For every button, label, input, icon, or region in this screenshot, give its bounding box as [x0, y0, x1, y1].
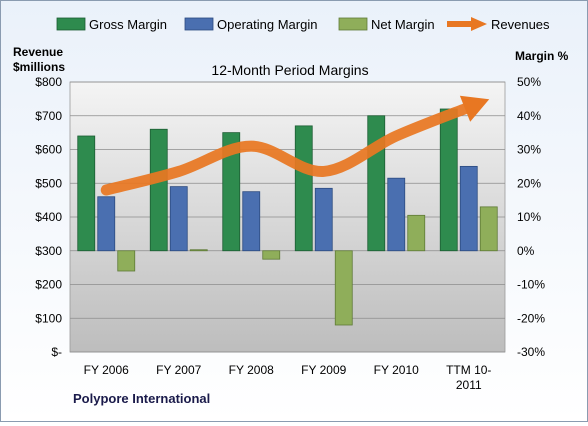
category-label-line: FY 2010	[374, 363, 419, 377]
category-label-fy-2007: FY 2007	[156, 363, 201, 377]
category-label-fy-2008: FY 2008	[229, 363, 274, 377]
right-tick-label: 20%	[517, 176, 541, 190]
right-axis-ticks: -30% -20% -10% 0% 10% 20% 30% 40% 50%	[517, 75, 545, 359]
bar-net-margin-fy-2007	[190, 250, 207, 251]
legend-item-revenues: Revenues	[447, 17, 550, 32]
bar-operating-margin-fy-2010	[388, 178, 405, 251]
right-tick-label: 50%	[517, 75, 541, 89]
bar-operating-margin-fy-2007	[170, 187, 187, 251]
bar-gross-margin-fy-2010	[368, 116, 385, 251]
bar-operating-margin-fy-2006	[98, 197, 115, 251]
bar-net-margin-ttm-10-2011	[480, 207, 497, 251]
right-tick-label: 10%	[517, 210, 541, 224]
left-tick-label: $800	[35, 75, 62, 89]
legend-swatch-operating-margin	[185, 18, 213, 30]
right-tick-label: -30%	[517, 345, 545, 359]
left-tick-label: $600	[35, 143, 62, 157]
bar-gross-margin-fy-2006	[78, 136, 95, 251]
chart-title: 12-Month Period Margins	[211, 62, 368, 78]
left-tick-label: $-	[51, 345, 62, 359]
left-tick-label: $300	[35, 244, 62, 258]
company-name: Polypore International	[73, 391, 210, 406]
legend-arrowhead-revenues	[471, 17, 487, 31]
category-label-line: TTM 10-	[446, 363, 491, 377]
category-label-fy-2009: FY 2009	[301, 363, 346, 377]
left-axis-title-line2: $millions	[13, 60, 65, 74]
bar-gross-margin-ttm-10-2011	[440, 109, 457, 251]
category-axis-ticks: FY 2006 FY 2007 FY 2008 FY 2009 FY 2010 TTM 1…	[84, 363, 492, 392]
category-label-line: FY 2008	[229, 363, 274, 377]
category-label-line: FY 2009	[301, 363, 346, 377]
legend-item-operating-margin: Operating Margin	[185, 17, 317, 32]
legend-label-revenues: Revenues	[491, 17, 550, 32]
legend-item-gross-margin: Gross Margin	[57, 17, 167, 32]
left-tick-label: $200	[35, 278, 62, 292]
right-tick-label: 0%	[517, 244, 535, 258]
right-tick-label: -10%	[517, 278, 545, 292]
legend: Gross Margin Operating Margin Net Margin…	[57, 17, 550, 32]
legend-item-net-margin: Net Margin	[339, 17, 435, 32]
legend-swatch-gross-margin	[57, 18, 85, 30]
category-label-fy-2006: FY 2006	[84, 363, 129, 377]
category-label-ttm-10-2011: TTM 10-2011	[446, 363, 491, 392]
legend-swatch-net-margin	[339, 18, 367, 30]
category-label-line: FY 2006	[84, 363, 129, 377]
category-label-line: 2011	[456, 378, 482, 392]
bar-net-margin-fy-2009	[335, 251, 352, 325]
bar-gross-margin-fy-2007	[150, 129, 167, 251]
left-tick-label: $700	[35, 109, 62, 123]
left-axis-title-line1: Revenue	[13, 45, 63, 59]
left-axis-ticks: $- $100 $200 $300 $400 $500 $600 $700 $800	[35, 75, 62, 359]
bar-gross-margin-fy-2009	[295, 126, 312, 251]
bar-operating-margin-fy-2008	[243, 192, 260, 251]
right-tick-label: -20%	[517, 311, 545, 325]
bar-operating-margin-ttm-10-2011	[460, 166, 477, 250]
right-tick-label: 30%	[517, 143, 541, 157]
right-tick-label: 40%	[517, 109, 541, 123]
left-tick-label: $400	[35, 210, 62, 224]
left-tick-label: $500	[35, 176, 62, 190]
left-tick-label: $100	[35, 311, 62, 325]
legend-label-net-margin: Net Margin	[371, 17, 435, 32]
legend-label-operating-margin: Operating Margin	[217, 17, 317, 32]
legend-label-gross-margin: Gross Margin	[89, 17, 167, 32]
right-axis-title: Margin %	[515, 49, 569, 63]
bar-net-margin-fy-2008	[263, 251, 280, 259]
bar-operating-margin-fy-2009	[315, 188, 332, 250]
bar-net-margin-fy-2006	[118, 251, 135, 271]
category-label-fy-2010: FY 2010	[374, 363, 419, 377]
category-label-line: FY 2007	[156, 363, 201, 377]
bar-net-margin-fy-2010	[408, 215, 425, 250]
